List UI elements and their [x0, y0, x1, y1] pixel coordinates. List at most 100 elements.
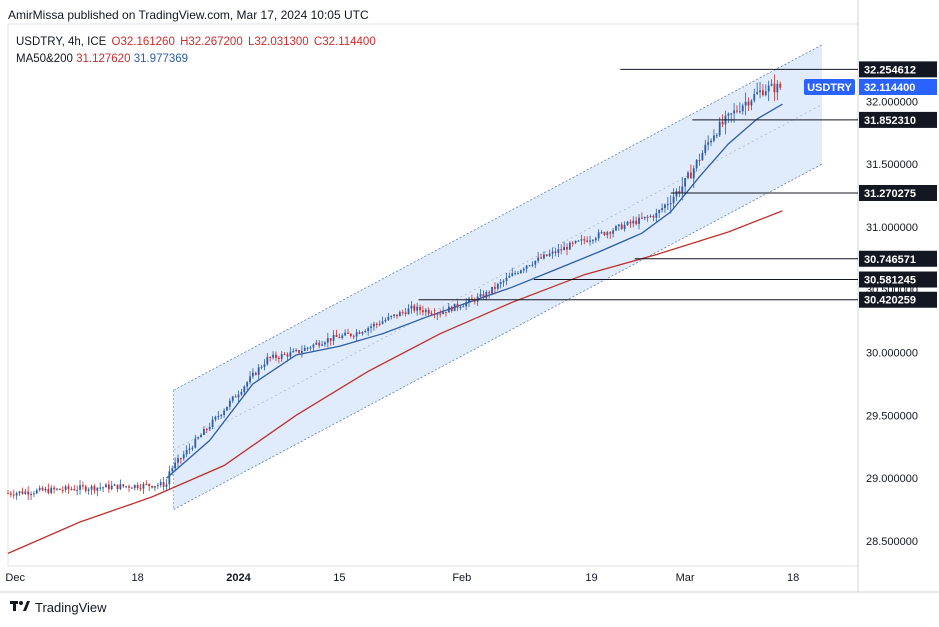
candle-body	[341, 335, 344, 339]
candle-body	[439, 313, 442, 315]
candle	[64, 484, 67, 493]
candle	[548, 249, 551, 258]
candle-body	[375, 323, 378, 325]
candle	[352, 334, 355, 340]
candle	[116, 484, 119, 493]
candle	[50, 485, 53, 495]
y-tick-label: 30.500000	[866, 285, 918, 297]
candle-body	[698, 159, 701, 161]
candle	[554, 247, 557, 257]
candle	[205, 427, 208, 434]
candle-body	[361, 332, 364, 334]
candle	[609, 230, 612, 239]
level-label-tag: 30.581245	[859, 271, 937, 288]
candle	[7, 489, 9, 495]
y-tick-label: 32.000000	[866, 96, 918, 108]
candle-body	[61, 489, 64, 491]
candle	[675, 188, 678, 202]
candle	[496, 282, 499, 291]
candle	[540, 253, 542, 260]
level-label-text: 30.420259	[864, 295, 916, 307]
candle	[560, 244, 563, 255]
candle	[90, 484, 93, 495]
candle	[747, 97, 750, 111]
candle-body	[540, 257, 542, 259]
candle	[344, 329, 347, 337]
candle-body	[779, 83, 782, 88]
candle	[171, 465, 174, 476]
candle	[220, 413, 223, 419]
candle-body	[358, 332, 361, 334]
candle-body	[453, 303, 456, 311]
candle-body	[148, 483, 151, 487]
candle-body	[733, 110, 736, 114]
candle	[263, 359, 266, 371]
candle	[473, 297, 476, 305]
candle-body	[7, 493, 9, 495]
candle-body	[96, 487, 99, 491]
candle	[721, 114, 724, 128]
ma-label[interactable]: MA50&200	[16, 53, 73, 65]
candle	[151, 485, 153, 489]
candle-body	[551, 251, 554, 254]
candle-body	[228, 400, 231, 407]
candle	[736, 105, 738, 114]
candle	[413, 303, 416, 313]
candle	[38, 485, 41, 492]
candle	[102, 486, 104, 493]
candle-body	[615, 226, 617, 231]
symbol-label[interactable]: USDTRY, 4h, ICE	[16, 36, 107, 48]
candle	[266, 352, 269, 366]
candle-body	[179, 458, 182, 460]
candle-body	[658, 210, 661, 214]
candle	[577, 239, 580, 242]
candle-body	[154, 486, 156, 488]
candle	[47, 483, 50, 495]
candle-body	[367, 327, 370, 332]
candle	[370, 323, 372, 333]
candle-body	[295, 350, 298, 352]
channel-fill	[173, 44, 822, 510]
candle	[718, 117, 721, 138]
candle	[99, 482, 102, 492]
candle	[623, 221, 626, 232]
candle-body	[84, 486, 87, 491]
candle	[96, 487, 99, 497]
candle	[306, 346, 309, 351]
current-symbol-bg	[804, 78, 855, 95]
candle-body	[612, 230, 614, 234]
candle-body	[246, 382, 249, 387]
candle-body	[623, 224, 626, 230]
candle	[73, 484, 76, 491]
level-label-tag: 31.270275	[859, 184, 937, 201]
candle	[592, 239, 594, 244]
close-value: C32.114400	[313, 36, 376, 48]
candle	[341, 333, 344, 340]
candle-body	[626, 221, 629, 225]
candle	[594, 236, 597, 243]
candle-body	[649, 215, 652, 217]
candle-body	[580, 239, 583, 241]
candle-body	[629, 221, 632, 224]
candle-body	[617, 224, 620, 227]
candle-body	[753, 94, 756, 101]
candle	[364, 329, 367, 333]
candle	[678, 186, 681, 198]
candle	[61, 486, 64, 494]
candle	[139, 483, 142, 492]
candle	[762, 84, 764, 97]
low-value: L32.031300	[247, 36, 309, 48]
current-price-bg	[859, 78, 937, 95]
candle	[652, 214, 655, 222]
candle-body	[168, 471, 171, 485]
candle	[387, 312, 390, 322]
candle	[672, 188, 675, 208]
candle-body	[41, 487, 44, 491]
candle-body	[684, 178, 687, 187]
candle	[338, 333, 341, 339]
candle-body	[347, 332, 349, 334]
candle-body	[50, 487, 53, 493]
candle-body	[79, 485, 81, 490]
candle-body	[387, 316, 390, 320]
